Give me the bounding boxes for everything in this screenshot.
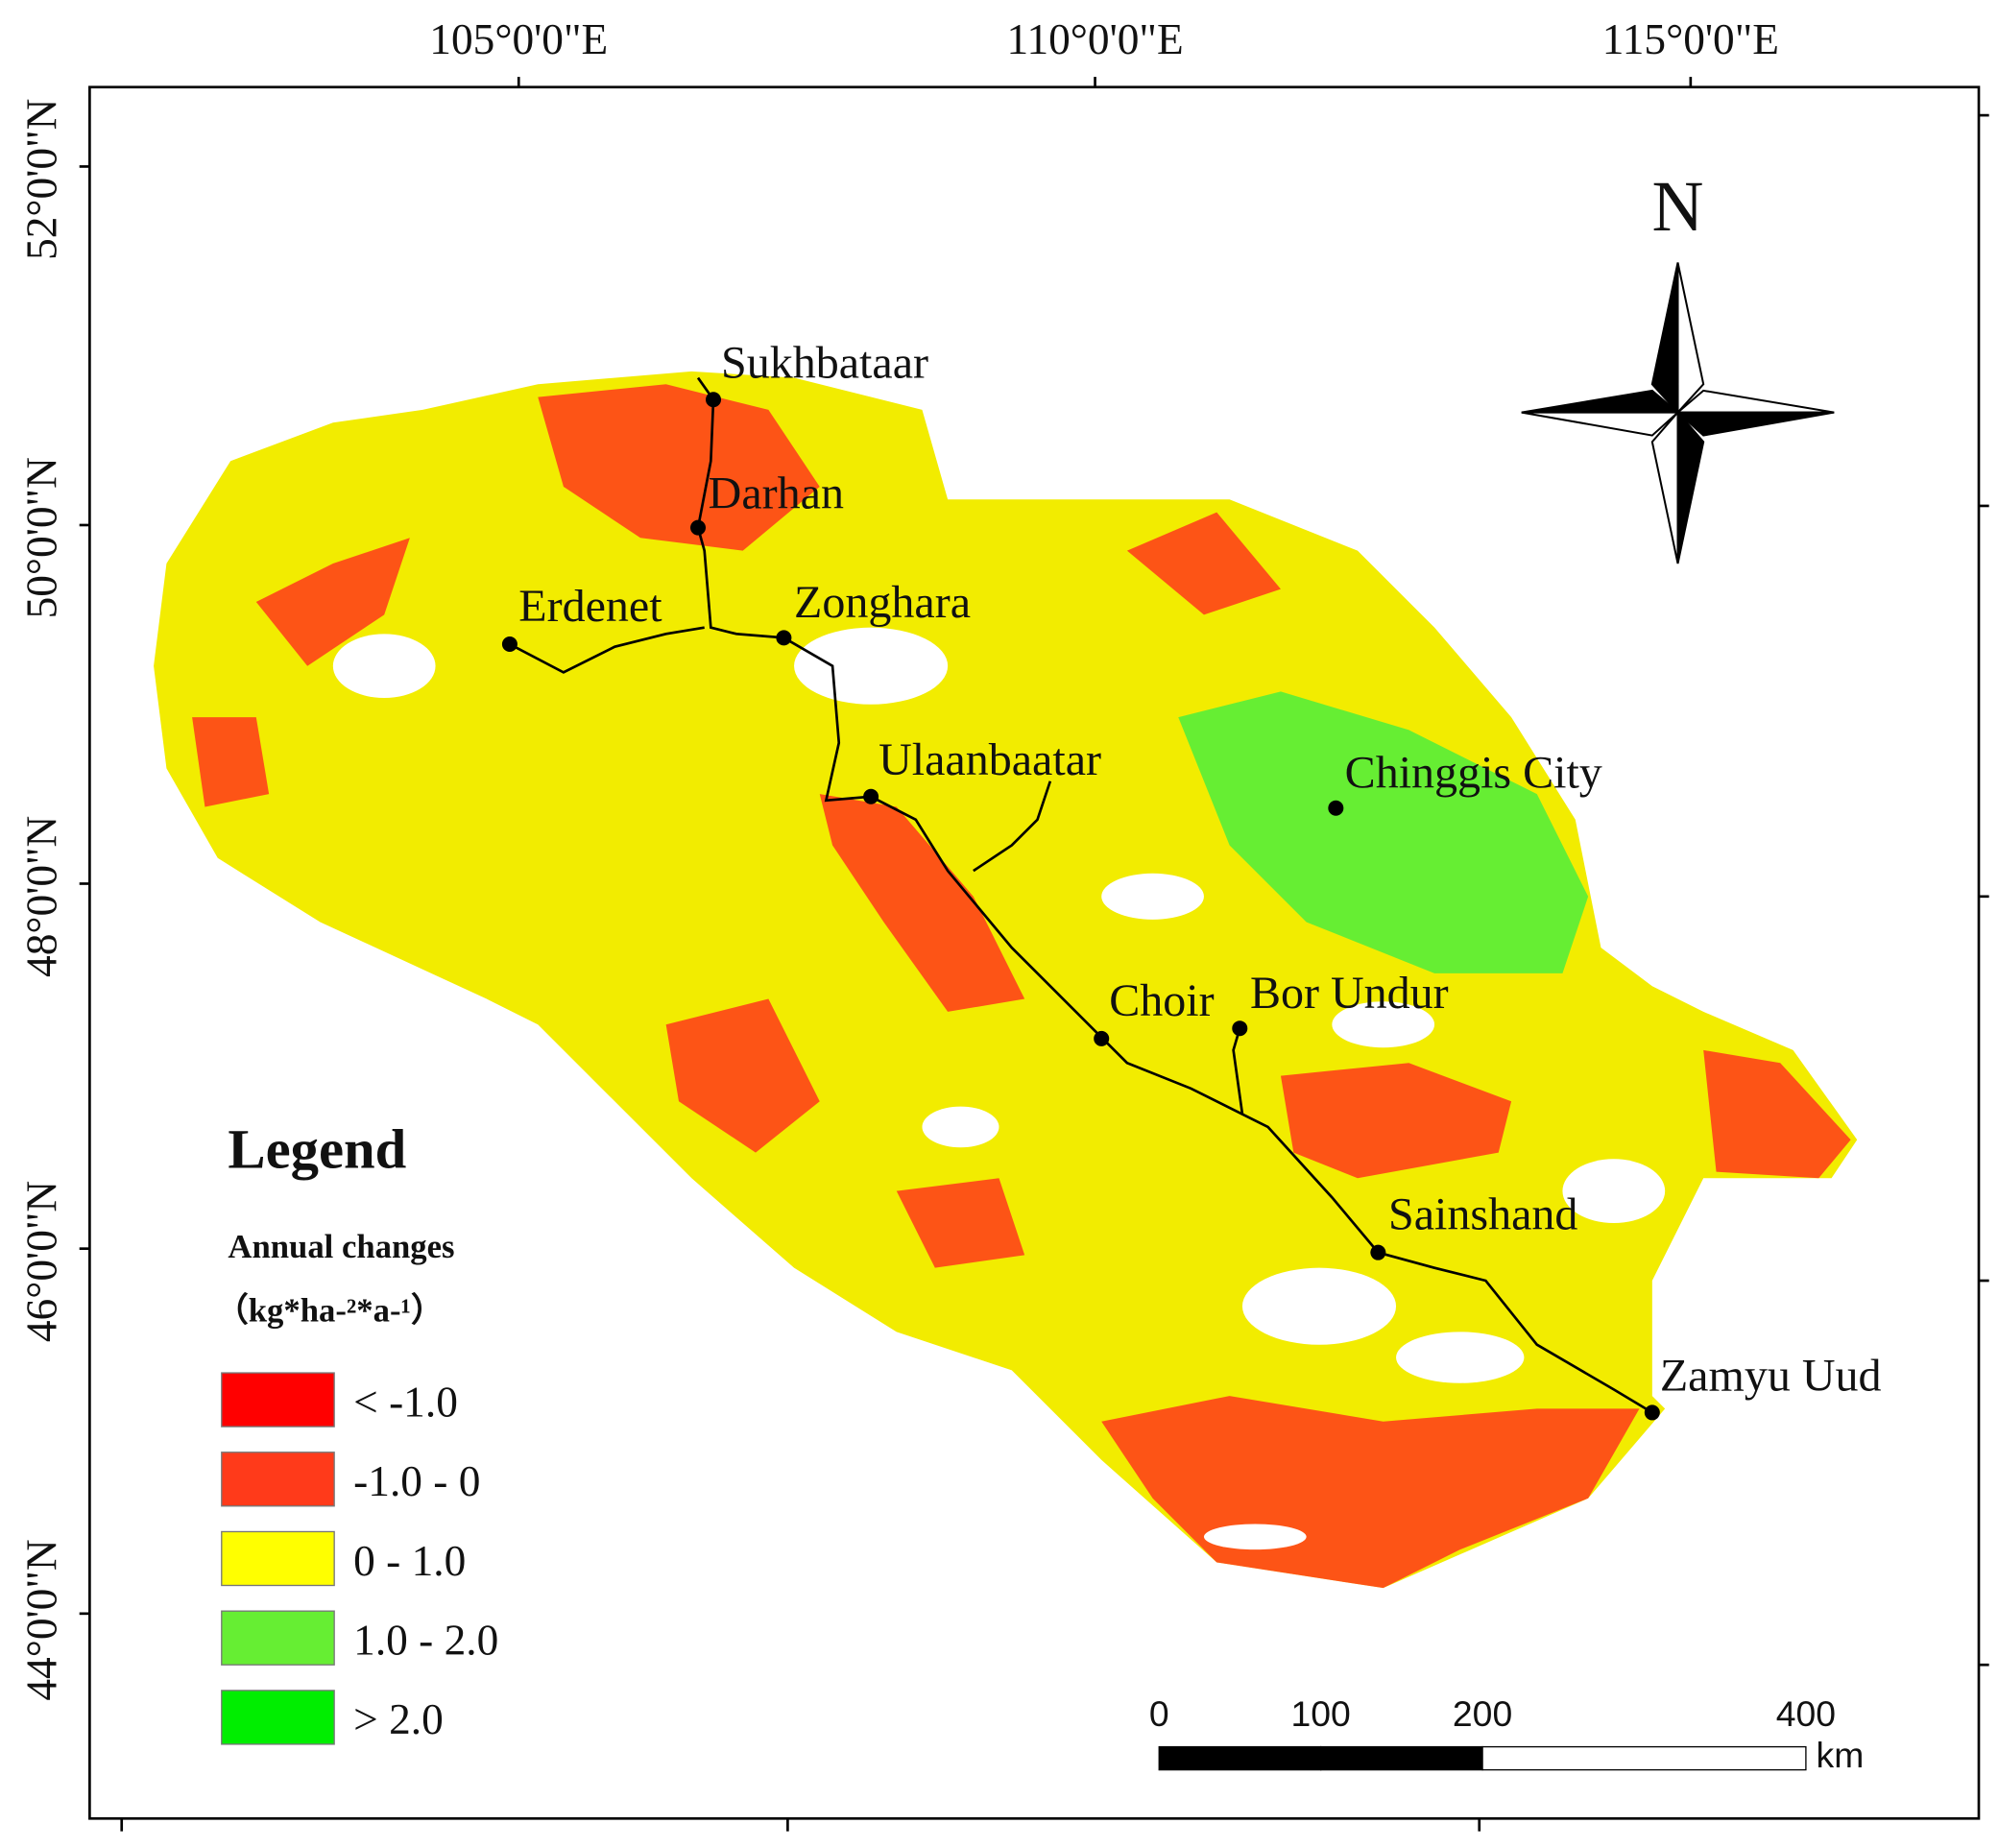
scale-label: 200 (1453, 1693, 1512, 1734)
scale-segment (1158, 1745, 1322, 1771)
city-label: Sainshand (1388, 1189, 1577, 1240)
legend-swatch (221, 1530, 335, 1587)
north-label: N (1652, 167, 1704, 247)
city-label: Ulaanbaatar (879, 734, 1101, 785)
graticule: 105°0'0"E 110°0'0"E 115°0'0"E 52°0'0"N 50°0'… (18, 15, 1989, 1832)
legend-swatch (221, 1452, 335, 1507)
longitude-label: 105°0'0"E (429, 15, 608, 63)
legend-label: -1.0 - 0 (353, 1457, 480, 1505)
longitude-label: 115°0'0"E (1602, 15, 1779, 63)
longitude-label: 110°0'0"E (1006, 15, 1183, 63)
latitude-label: 48°0'0"N (18, 816, 66, 977)
scale-label: 400 (1776, 1693, 1836, 1734)
legend-label: 0 - 1.0 (353, 1537, 466, 1585)
legend-title: Legend (228, 1118, 406, 1181)
legend-label: 1.0 - 2.0 (353, 1617, 498, 1665)
legend-unit: （kg*ha-²*a-¹） (215, 1292, 444, 1330)
scale-label: 100 (1291, 1693, 1351, 1734)
scale-segment (1319, 1745, 1483, 1771)
legend-swatch (221, 1372, 335, 1428)
city-label: Zonghara (794, 577, 971, 628)
study-area (154, 371, 1858, 1589)
latitude-label: 46°0'0"N (18, 1181, 66, 1342)
city-label: Zamyu Uud (1660, 1351, 1882, 1402)
scale-segment (1481, 1745, 1807, 1771)
city-label: Chinggis City (1345, 747, 1602, 798)
latitude-label: 50°0'0"N (18, 457, 66, 618)
city-label: Bor Undur (1250, 968, 1449, 1019)
legend-swatch (221, 1610, 335, 1666)
city-label: Sukhbataar (721, 338, 928, 389)
legend-swatch (221, 1690, 335, 1745)
legend-subtitle: Annual changes (228, 1228, 454, 1265)
city-label: Darhan (709, 468, 844, 519)
city-label: Erdenet (518, 581, 662, 632)
scale-unit: km (1817, 1735, 1865, 1775)
legend: < -1.0 -1.0 - 0 0 - 1.0 1.0 - 2.0 > 2.0 (221, 1372, 498, 1745)
legend-label: < -1.0 (353, 1378, 458, 1426)
legend-label: > 2.0 (353, 1695, 444, 1743)
city-points (501, 392, 1660, 1421)
latitude-label: 44°0'0"N (18, 1539, 66, 1700)
latitude-label: 52°0'0"N (18, 99, 66, 260)
city-label: Choir (1109, 975, 1214, 1026)
scale-label: 0 (1149, 1693, 1169, 1734)
compass (1521, 262, 1835, 564)
